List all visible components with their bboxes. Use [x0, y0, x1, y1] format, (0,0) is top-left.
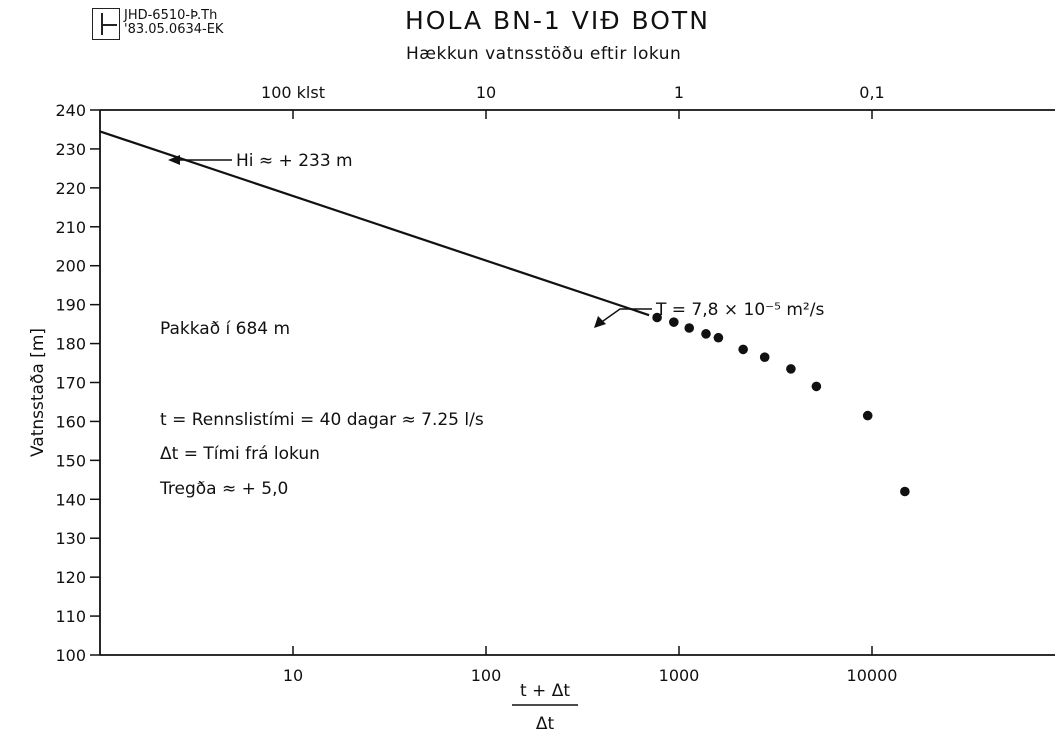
- y-tick-label: 190: [55, 296, 86, 315]
- y-tick-label: 210: [55, 218, 86, 237]
- y-tick-label: 160: [55, 412, 86, 431]
- annotation-flow-time: t = Rennslistími = 40 dagar ≈ 7.25 l/s: [160, 410, 484, 430]
- fit-line-layer: [100, 131, 649, 315]
- data-point: [863, 411, 873, 421]
- arrow-t-head: [594, 316, 606, 328]
- annotation-transmissivity: T = 7,8 × 10⁻⁵ m²/s: [655, 300, 824, 320]
- top-tick-label: 100 klst: [261, 83, 325, 102]
- y-tick-label: 240: [55, 101, 86, 120]
- y-tick-label: 200: [55, 257, 86, 276]
- y-axis-label: Vatnsstaða [m]: [28, 328, 48, 457]
- data-point: [900, 487, 910, 497]
- x-axis-label-numerator: t + Δt: [520, 681, 570, 701]
- data-point: [760, 352, 770, 362]
- y-tick-label: 220: [55, 179, 86, 198]
- annotation-delta-t: Δt = Tími frá lokun: [160, 444, 320, 464]
- x-tick-label: 1000: [659, 666, 700, 685]
- top-tick-label: 10: [476, 83, 496, 102]
- y-tick-label: 100: [55, 646, 86, 665]
- y-tick-label: 170: [55, 374, 86, 393]
- y-tick-label: 180: [55, 335, 86, 354]
- data-point: [738, 345, 748, 355]
- x-tick-label: 100: [471, 666, 502, 685]
- data-point: [714, 333, 724, 343]
- data-point: [812, 382, 822, 392]
- x-axis-label-denominator: Δt: [536, 714, 555, 734]
- y-tick-label: 150: [55, 451, 86, 470]
- top-tick-label: 0,1: [859, 83, 884, 102]
- data-point: [684, 323, 694, 333]
- annotation-hi: Hi ≈ + 233 m: [236, 151, 353, 171]
- y-tick-label: 230: [55, 140, 86, 159]
- annotation-skin: Tregða ≈ + 5,0: [159, 479, 288, 499]
- annotation-packer: Pakkað í 684 m: [160, 319, 290, 339]
- annotations: Hi ≈ + 233 m T = 7,8 × 10⁻⁵ m²/s Pakkað í …: [159, 151, 824, 499]
- axes: 1001101201301401501601701801902002102202…: [28, 83, 1055, 734]
- top-tick-label: 1: [674, 83, 684, 102]
- fit-line: [100, 131, 649, 315]
- y-tick-label: 120: [55, 568, 86, 587]
- data-point: [786, 364, 796, 374]
- x-tick-label: 10: [283, 666, 303, 685]
- data-points: [652, 313, 909, 497]
- y-tick-label: 110: [55, 607, 86, 626]
- y-tick-label: 130: [55, 529, 86, 548]
- data-point: [701, 329, 711, 339]
- y-tick-label: 140: [55, 490, 86, 509]
- x-tick-label: 10000: [847, 666, 898, 685]
